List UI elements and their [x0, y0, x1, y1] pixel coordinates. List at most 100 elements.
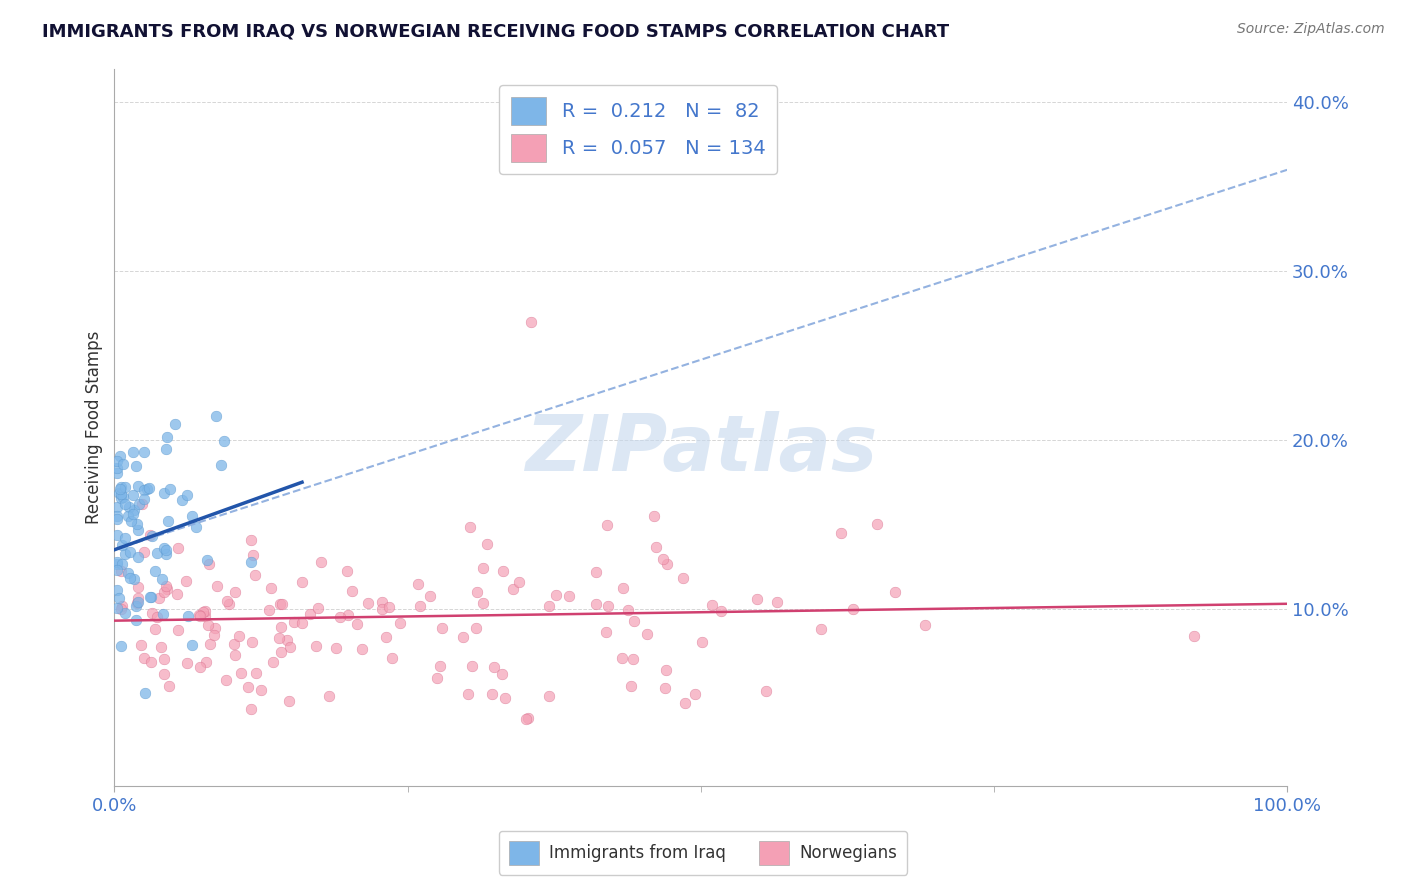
Point [623, 614, 645, 628]
Point [174, 574, 197, 588]
Point [515, 712, 537, 726]
Point [141, 590, 163, 604]
Point [340, 584, 363, 599]
Point [299, 607, 322, 621]
Point [700, 598, 723, 612]
Point [176, 656, 198, 670]
Point [620, 679, 643, 693]
Point [654, 681, 676, 695]
Point [240, 634, 263, 648]
Point [217, 594, 239, 608]
Point [132, 650, 155, 665]
Point [131, 497, 153, 511]
Point [481, 687, 503, 701]
Point [259, 581, 281, 595]
Point [472, 596, 495, 610]
Point [105, 454, 128, 468]
Point [374, 630, 396, 644]
Point [114, 497, 136, 511]
Point [204, 621, 226, 635]
Point [108, 485, 131, 500]
Point [159, 483, 181, 497]
Point [108, 482, 131, 496]
Point [491, 564, 513, 578]
Point [409, 599, 432, 613]
Point [125, 596, 148, 610]
Point [1182, 629, 1205, 643]
Point [110, 602, 132, 616]
Point [127, 479, 149, 493]
Point [105, 511, 128, 525]
Point [419, 589, 441, 603]
Point [118, 571, 141, 585]
Point [491, 666, 513, 681]
Point [156, 582, 179, 597]
Point [325, 641, 347, 656]
Point [114, 531, 136, 545]
Point [198, 557, 221, 571]
Point [683, 687, 706, 701]
Point [538, 689, 561, 703]
Point [121, 445, 143, 459]
Point [125, 613, 148, 627]
Point [239, 702, 262, 716]
Point [236, 681, 259, 695]
Point [105, 466, 128, 480]
Point [194, 656, 217, 670]
Point [111, 599, 134, 613]
Point [114, 547, 136, 561]
Point [612, 650, 634, 665]
Point [229, 666, 252, 681]
Point [381, 650, 404, 665]
Point [110, 487, 132, 501]
Point [337, 607, 360, 622]
Point [842, 602, 865, 616]
Point [257, 603, 280, 617]
Y-axis label: Receiving Food Stamps: Receiving Food Stamps [86, 331, 103, 524]
Point [291, 575, 314, 590]
Point [194, 604, 217, 618]
Point [105, 528, 128, 542]
Point [167, 541, 190, 556]
Point [141, 606, 163, 620]
Point [148, 591, 170, 605]
Point [710, 604, 733, 618]
Point [118, 545, 141, 559]
Point [585, 565, 607, 579]
Point [612, 581, 634, 595]
Point [153, 652, 176, 666]
Point [134, 483, 156, 498]
Point [139, 528, 162, 542]
Point [595, 625, 617, 640]
Point [269, 597, 291, 611]
Point [186, 520, 208, 534]
Point [461, 659, 484, 673]
Point [346, 617, 368, 632]
Point [810, 622, 832, 636]
Point [146, 545, 169, 559]
Point [105, 500, 128, 514]
Point [150, 572, 173, 586]
Point [141, 529, 163, 543]
Point [114, 480, 136, 494]
Point [117, 508, 139, 523]
Point [152, 585, 174, 599]
Point [112, 490, 135, 504]
Point [690, 635, 713, 649]
Point [188, 608, 211, 623]
Point [127, 549, 149, 564]
Point [153, 666, 176, 681]
Point [125, 459, 148, 474]
Text: Source: ZipAtlas.com: Source: ZipAtlas.com [1237, 22, 1385, 37]
Point [110, 491, 132, 505]
Point [127, 591, 149, 605]
Point [377, 599, 399, 614]
Point [430, 621, 453, 635]
Point [127, 595, 149, 609]
Point [188, 608, 211, 623]
Point [105, 555, 128, 569]
Point [165, 417, 187, 431]
Point [143, 565, 166, 579]
Point [195, 552, 218, 566]
Point [128, 498, 150, 512]
